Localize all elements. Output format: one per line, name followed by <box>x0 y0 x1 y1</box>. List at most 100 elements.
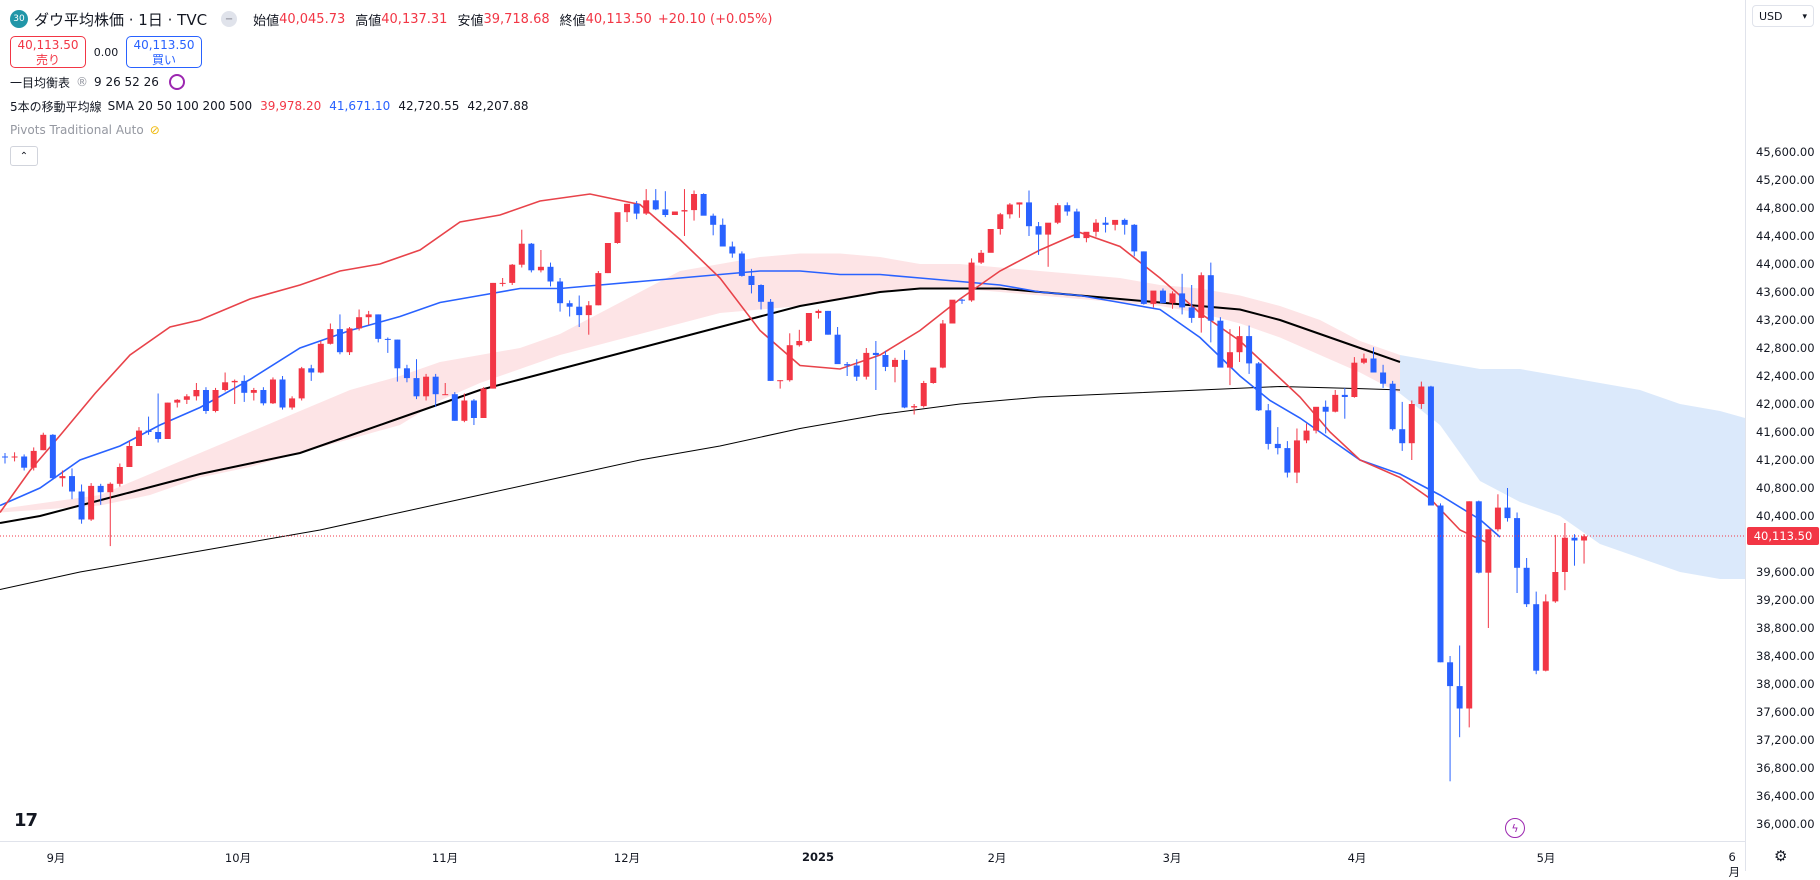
candle-body <box>135 430 142 446</box>
candle-body <box>614 212 621 243</box>
candle-body <box>2 456 8 458</box>
price-tick: 43,600.00 <box>1756 285 1815 299</box>
gear-icon[interactable]: ⚙ <box>1774 847 1788 865</box>
chart-area[interactable]: 30 ダウ平均株価 · 1日 · TVC − 始値 40,045.73 高値 40,… <box>0 0 1745 841</box>
candle-body <box>1504 507 1511 519</box>
cloud-segment <box>680 264 720 324</box>
sell-button[interactable]: 40,113.50 売り <box>10 36 86 68</box>
sma-value-2: 41,671.10 <box>329 99 391 113</box>
price-chart[interactable] <box>0 0 1745 841</box>
indicator-pivots[interactable]: Pivots Traditional Auto ⊘ <box>10 118 778 142</box>
ichimoku-name: 一目均衡表 <box>10 75 71 90</box>
price-tick: 42,400.00 <box>1756 369 1815 383</box>
cloud-segment <box>560 313 600 355</box>
candle-body <box>107 483 114 493</box>
candle-body <box>1523 567 1530 605</box>
candle-body <box>1274 443 1281 449</box>
candle-body <box>250 390 257 393</box>
indicator-ichimoku[interactable]: 一目均衡表 ® 9 26 52 26 <box>10 70 778 94</box>
bolt-icon[interactable]: ϟ <box>1505 818 1525 838</box>
price-tick: 38,800.00 <box>1756 621 1815 635</box>
sma-name: 5本の移動平均線 <box>10 99 102 114</box>
candle-body <box>710 215 717 225</box>
tradingview-logo-icon[interactable]: 17 <box>14 810 38 831</box>
time-tick: 11月 <box>431 851 459 865</box>
candle-body <box>88 485 95 520</box>
sma-params: SMA 20 50 100 200 500 <box>107 99 253 113</box>
candle-body <box>959 299 965 301</box>
candle-body <box>537 266 544 271</box>
eye-off-icon[interactable]: ⊘ <box>149 123 160 137</box>
candle-body <box>1571 537 1578 541</box>
candle-body <box>566 303 573 307</box>
candle-body <box>1494 507 1501 530</box>
candle-body <box>1303 430 1310 441</box>
high-label: 高値 <box>355 13 382 29</box>
cloud-segment <box>1280 306 1320 355</box>
candle-body <box>59 476 66 479</box>
candle-body <box>576 306 583 316</box>
candle-body <box>585 305 592 316</box>
candle-body <box>499 282 506 284</box>
candle-body <box>78 491 85 520</box>
candle-body <box>1447 662 1454 687</box>
candle-body <box>222 382 229 390</box>
last-price-label: 40,113.50 <box>1747 527 1819 546</box>
candle-body <box>805 313 812 341</box>
symbol-row: 30 ダウ平均株価 · 1日 · TVC − 始値 40,045.73 高値 40,… <box>10 8 778 30</box>
candle-body <box>1121 219 1128 225</box>
indicator-sma[interactable]: 5本の移動平均線 SMA 20 50 100 200 500 39,978.20… <box>10 94 778 118</box>
price-tick: 40,400.00 <box>1756 509 1815 523</box>
cloud-segment <box>0 502 50 513</box>
candle-body <box>920 383 927 407</box>
cloud-segment <box>1440 362 1480 481</box>
candle-body <box>1475 501 1482 573</box>
time-tick: 10月 <box>224 851 252 865</box>
currency-button[interactable]: USD ▾ <box>1752 5 1814 27</box>
info-icon[interactable]: ® <box>76 75 89 89</box>
candle-body <box>164 402 171 439</box>
eye-icon[interactable]: − <box>221 11 238 27</box>
candle-body <box>193 390 200 397</box>
candle-body <box>901 359 908 408</box>
cloud-segment <box>720 257 760 313</box>
candle-body <box>308 368 315 373</box>
candle-body <box>1112 219 1119 225</box>
candle-body <box>1035 226 1042 235</box>
candle-body <box>423 376 430 397</box>
candle-body <box>1437 505 1444 663</box>
candle-body <box>624 203 631 213</box>
candle-body <box>796 341 803 346</box>
candle-body <box>719 224 726 247</box>
symbol-title[interactable]: ダウ平均株価 · 1日 · TVC <box>34 10 208 29</box>
time-scale[interactable]: 9月 10月 11月 12月 2025 2月 3月 4月 5月 6月 <box>0 841 1745 879</box>
price-tick: 42,000.00 <box>1756 397 1815 411</box>
price-tick: 41,200.00 <box>1756 453 1815 467</box>
price-scale[interactable]: USD ▾ 45,600.00 45,200.00 44,800.00 44,400.… <box>1745 0 1820 871</box>
candle-body <box>480 388 487 418</box>
time-tick: 9月 <box>46 851 66 865</box>
candle-body <box>346 328 353 353</box>
sma100-path <box>0 287 1401 524</box>
sma-50-line <box>0 270 1501 538</box>
candle-body <box>518 243 525 265</box>
collapse-legend-button[interactable]: ⌃ <box>10 146 38 166</box>
candle-body <box>145 430 152 432</box>
candle-body <box>1389 383 1396 430</box>
high-value: 40,137.31 <box>381 11 448 27</box>
candle-body <box>1380 372 1387 384</box>
buy-label: 買い <box>151 53 176 67</box>
candle-body <box>509 264 516 283</box>
sma200-path <box>0 385 1401 590</box>
candle-body <box>1466 501 1473 709</box>
price-tick: 37,200.00 <box>1756 733 1815 747</box>
candle-body <box>968 262 975 301</box>
refresh-icon[interactable] <box>168 74 185 90</box>
sma50-path <box>0 270 1501 538</box>
candle-body <box>1322 406 1329 412</box>
buy-button[interactable]: 40,113.50 買い <box>126 36 202 68</box>
candle-body <box>317 343 324 373</box>
candle-body <box>528 243 535 271</box>
candle-body <box>11 456 18 458</box>
cloud-segment <box>760 253 800 310</box>
